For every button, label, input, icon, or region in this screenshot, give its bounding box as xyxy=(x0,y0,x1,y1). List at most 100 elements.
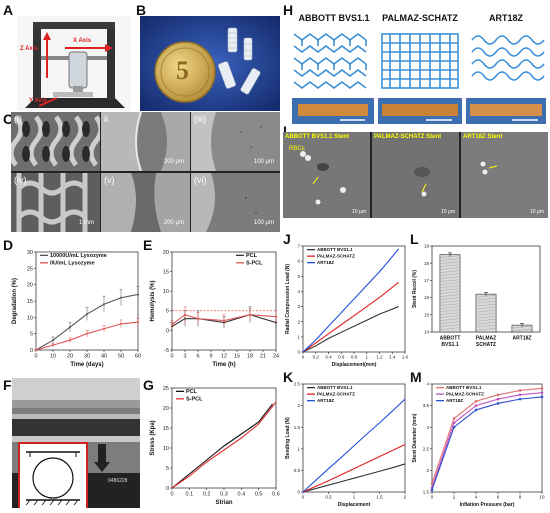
plot-frame xyxy=(431,383,543,493)
y-tick-label: 3 xyxy=(297,304,300,309)
legend-label: 0U/mL Lysozyme xyxy=(50,261,95,267)
stent-designs: ABBOTT BVS1.1 PALMAZ-SCHATZ ART18Z xyxy=(290,10,548,125)
y-axis-label: Degradation (%) xyxy=(12,278,18,324)
data-point xyxy=(52,344,54,347)
bar-hatch xyxy=(439,291,461,294)
sample-id: 0486228 xyxy=(108,478,128,484)
x-tick-label: 0.2 xyxy=(203,492,211,498)
sem-image-iii: (iii) 100 μm xyxy=(191,112,280,171)
bar-hatch xyxy=(475,304,497,307)
legend-label: S-PCL xyxy=(186,397,203,403)
y-tick-label: 1 xyxy=(297,446,300,451)
panel-label-c: C xyxy=(3,111,14,127)
bar-hatch xyxy=(439,312,461,315)
bar-hatch xyxy=(475,319,497,322)
x-tick-label: 18 xyxy=(247,354,253,360)
data-point xyxy=(120,322,122,325)
x-tick-label: 50 xyxy=(118,354,124,360)
rbc-title-1: ABBOTT BVS1.1 Stent xyxy=(285,134,350,140)
design-title-1: ABBOTT BVS1.1 xyxy=(298,13,370,23)
bar-hatch xyxy=(475,295,497,298)
y-tick-label: 0.5 xyxy=(294,468,301,473)
x-tick-label: 9 xyxy=(209,354,212,360)
data-point xyxy=(120,296,122,299)
y-tick-label: 2.5 xyxy=(423,446,430,451)
x-axis-label: Displacement(mm) xyxy=(332,362,377,368)
y-tick-label: 0 xyxy=(166,486,169,492)
y-tick-label: 19 xyxy=(424,244,430,249)
sem-label-v: (v) xyxy=(104,175,115,185)
bar-hatch xyxy=(475,313,497,316)
y-axis-label: Stent Diameter (mm) xyxy=(412,413,418,462)
bar-hatch xyxy=(511,325,533,329)
panel-label-a: A xyxy=(3,2,14,18)
data-point xyxy=(35,349,37,351)
x-tick-label: 6 xyxy=(497,495,500,500)
y-axis-label: Bending Load (N) xyxy=(285,417,291,459)
x-tick-label: 10 xyxy=(50,354,56,360)
bar-hatch xyxy=(475,325,497,328)
y-tick-label: 0 xyxy=(166,328,169,334)
panel-label-k: K xyxy=(283,369,294,385)
data-point xyxy=(474,399,478,403)
x-tick-label: 0.1 xyxy=(186,492,194,498)
chart-m: 1.5 2 2.5 3 3.5 4 0 2 4 6 8 10 Inflation Pressure (b… xyxy=(412,382,545,508)
chart-d: 0 5 10 15 20 25 30 0 10 20 30 40 50 60 Time (days) Degr… xyxy=(12,250,141,368)
x-tick-label: 1.4 xyxy=(389,355,396,360)
series-line xyxy=(171,314,277,327)
y-tick-label: 20 xyxy=(163,250,169,256)
panel-label-l: L xyxy=(410,231,419,247)
x-tick-label: 4 xyxy=(475,495,478,500)
x-axis-label: Time (h) xyxy=(212,362,235,368)
bar-hatch xyxy=(439,267,461,270)
x-tick-label: 20 xyxy=(67,354,73,360)
legend-label: PCL xyxy=(186,389,198,395)
x-tick-label: 0.6 xyxy=(272,492,280,498)
bar-hatch xyxy=(439,276,461,279)
bar-hatch xyxy=(439,297,461,300)
scale-label-vi: 100 μm xyxy=(253,220,274,226)
legend-label: PALMAZ-SCHATZ xyxy=(317,392,355,397)
series-line xyxy=(171,401,277,489)
x-tick-label: 0 xyxy=(34,354,37,360)
y-axis-label: Y Axis xyxy=(29,98,48,104)
x-tick-label: 0.4 xyxy=(238,492,246,498)
coin-digit: 5 xyxy=(176,56,189,85)
x-tick-label: 1.2 xyxy=(376,355,383,360)
sem-image-ii: ii 200 μm xyxy=(101,112,190,171)
y-tick-label: 0 xyxy=(297,350,300,355)
data-point xyxy=(197,317,199,320)
bar-hatch xyxy=(439,321,461,324)
legend-label: 10000U/mL Lysozyme xyxy=(50,253,107,259)
data-point xyxy=(540,395,544,399)
series-line xyxy=(431,396,543,491)
series-line xyxy=(302,398,406,493)
bar-hatch xyxy=(475,307,497,310)
bar-hatch xyxy=(439,294,461,297)
rbc-scale-3: 10 μm xyxy=(530,209,544,215)
rbc-image-3: ART18Z Stent 10 μm xyxy=(461,132,548,218)
data-point xyxy=(540,387,544,390)
y-tick-label: 3 xyxy=(426,425,429,430)
series-line xyxy=(302,248,400,353)
sem-image-v: (v) 200 μm xyxy=(101,173,190,232)
rbc-image-1: ABBOTT BVS1.1 Stent RBCs 10 μm xyxy=(283,132,370,218)
chart-k: 0 0.5 1 1.5 2 2.5 0 0.5 1 1.5 2 Displacement Bending… xyxy=(285,382,407,508)
y-tick-label: 10 xyxy=(163,446,169,452)
x-tick-label: 15 xyxy=(234,354,240,360)
legend-label: ART18Z xyxy=(317,398,334,403)
y-tick-label: 2 xyxy=(297,319,300,324)
chart-l: 14 15 16 17 18 19 Stent Recoil (%) ABBOTTBVS1.1… xyxy=(412,244,541,348)
bar-hatch xyxy=(439,255,461,258)
legend-label: PALMAZ-SCHATZ xyxy=(317,254,355,259)
y-tick-label: 14 xyxy=(424,330,430,335)
data-point xyxy=(518,393,522,397)
x-tick-label: 21 xyxy=(260,354,266,360)
y-tick-label: 5 xyxy=(166,309,169,315)
bar-hatch xyxy=(475,310,497,313)
legend-label: ABBOTT BVS1.1 xyxy=(317,385,353,390)
bar-hatch xyxy=(475,298,497,301)
y-tick-label: 5 xyxy=(297,274,300,279)
series-line xyxy=(302,281,399,353)
z-axis-label: Z Axis xyxy=(20,46,38,52)
